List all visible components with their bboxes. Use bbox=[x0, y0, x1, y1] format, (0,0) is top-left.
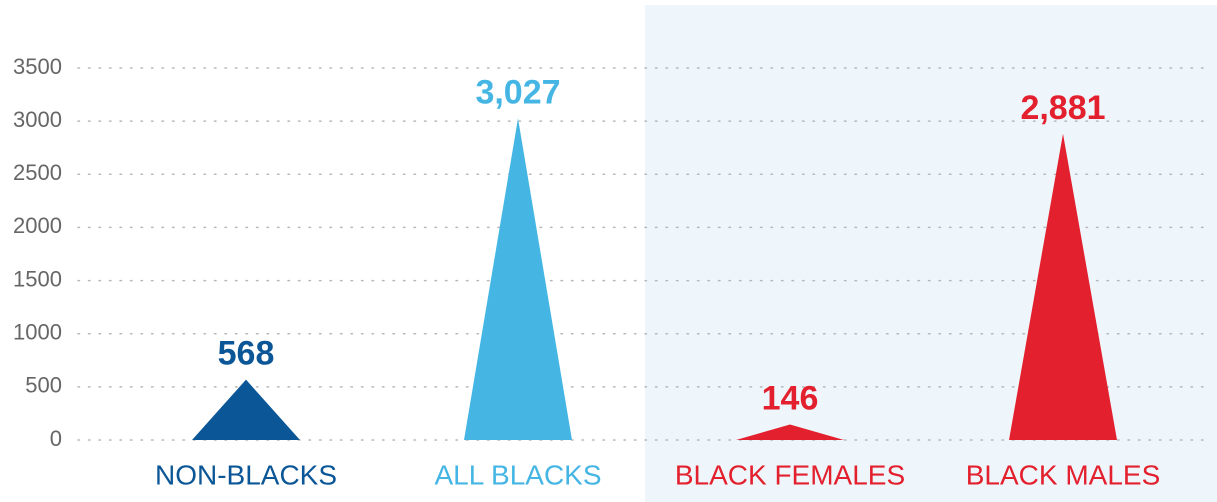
y-tick-label: 1500 bbox=[13, 266, 62, 291]
x-tick-label: BLACK MALES bbox=[966, 459, 1161, 490]
y-tick-label: 2500 bbox=[13, 160, 62, 185]
y-tick-label: 2000 bbox=[13, 213, 62, 238]
x-tick-label: ALL BLACKS bbox=[434, 459, 601, 490]
value-label: 146 bbox=[762, 379, 819, 417]
y-tick-label: 3500 bbox=[13, 54, 62, 79]
x-tick-label: NON-BLACKS bbox=[155, 459, 337, 490]
triangle-bar bbox=[192, 379, 300, 440]
y-tick-label: 3000 bbox=[13, 107, 62, 132]
y-tick-label: 500 bbox=[25, 373, 62, 398]
triangle-bar bbox=[736, 424, 844, 440]
value-label: 3,027 bbox=[475, 73, 560, 111]
highlight-panel bbox=[645, 5, 1217, 502]
triangle-bar bbox=[464, 118, 572, 441]
value-label: 568 bbox=[218, 335, 275, 373]
y-tick-label: 0 bbox=[50, 426, 62, 451]
y-tick-label: 1000 bbox=[13, 320, 62, 345]
x-tick-label: BLACK FEMALES bbox=[675, 459, 905, 490]
value-label: 2,881 bbox=[1020, 89, 1105, 127]
triangle-bar bbox=[1009, 133, 1117, 440]
